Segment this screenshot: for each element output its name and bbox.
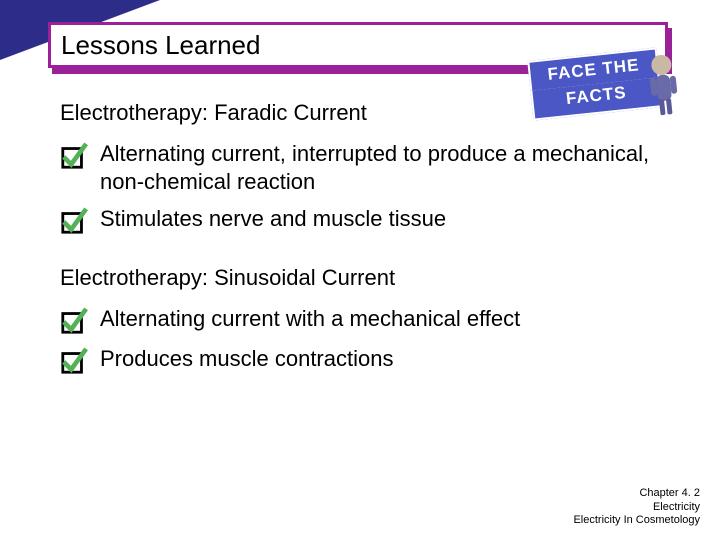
list-item: Alternating current, interrupted to prod… [60,140,680,195]
footer: Chapter 4. 2 Electricity Electricity In … [573,487,700,528]
checkbox-icon [60,307,88,335]
content-area: Electrotherapy: Faradic Current Alternat… [60,100,680,385]
checkbox-icon [60,142,88,170]
section2-heading: Electrotherapy: Sinusoidal Current [60,265,680,291]
bullet-text: Alternating current with a mechanical ef… [100,305,520,333]
list-item: Alternating current with a mechanical ef… [60,305,680,335]
footer-line: Chapter 4. 2 [573,487,700,501]
list-item: Produces muscle contractions [60,345,680,375]
bullet-text: Produces muscle contractions [100,345,393,373]
section1-heading: Electrotherapy: Faradic Current [60,100,680,126]
footer-line: Electricity [573,501,700,515]
slide: Lessons Learned FACE THE FACTS Electroth… [0,0,720,540]
footer-line: Electricity In Cosmetology [573,514,700,528]
checkbox-icon [60,207,88,235]
bullet-text: Alternating current, interrupted to prod… [100,140,680,195]
slide-title: Lessons Learned [61,30,260,61]
list-item: Stimulates nerve and muscle tissue [60,205,680,235]
bullet-text: Stimulates nerve and muscle tissue [100,205,446,233]
checkbox-icon [60,347,88,375]
